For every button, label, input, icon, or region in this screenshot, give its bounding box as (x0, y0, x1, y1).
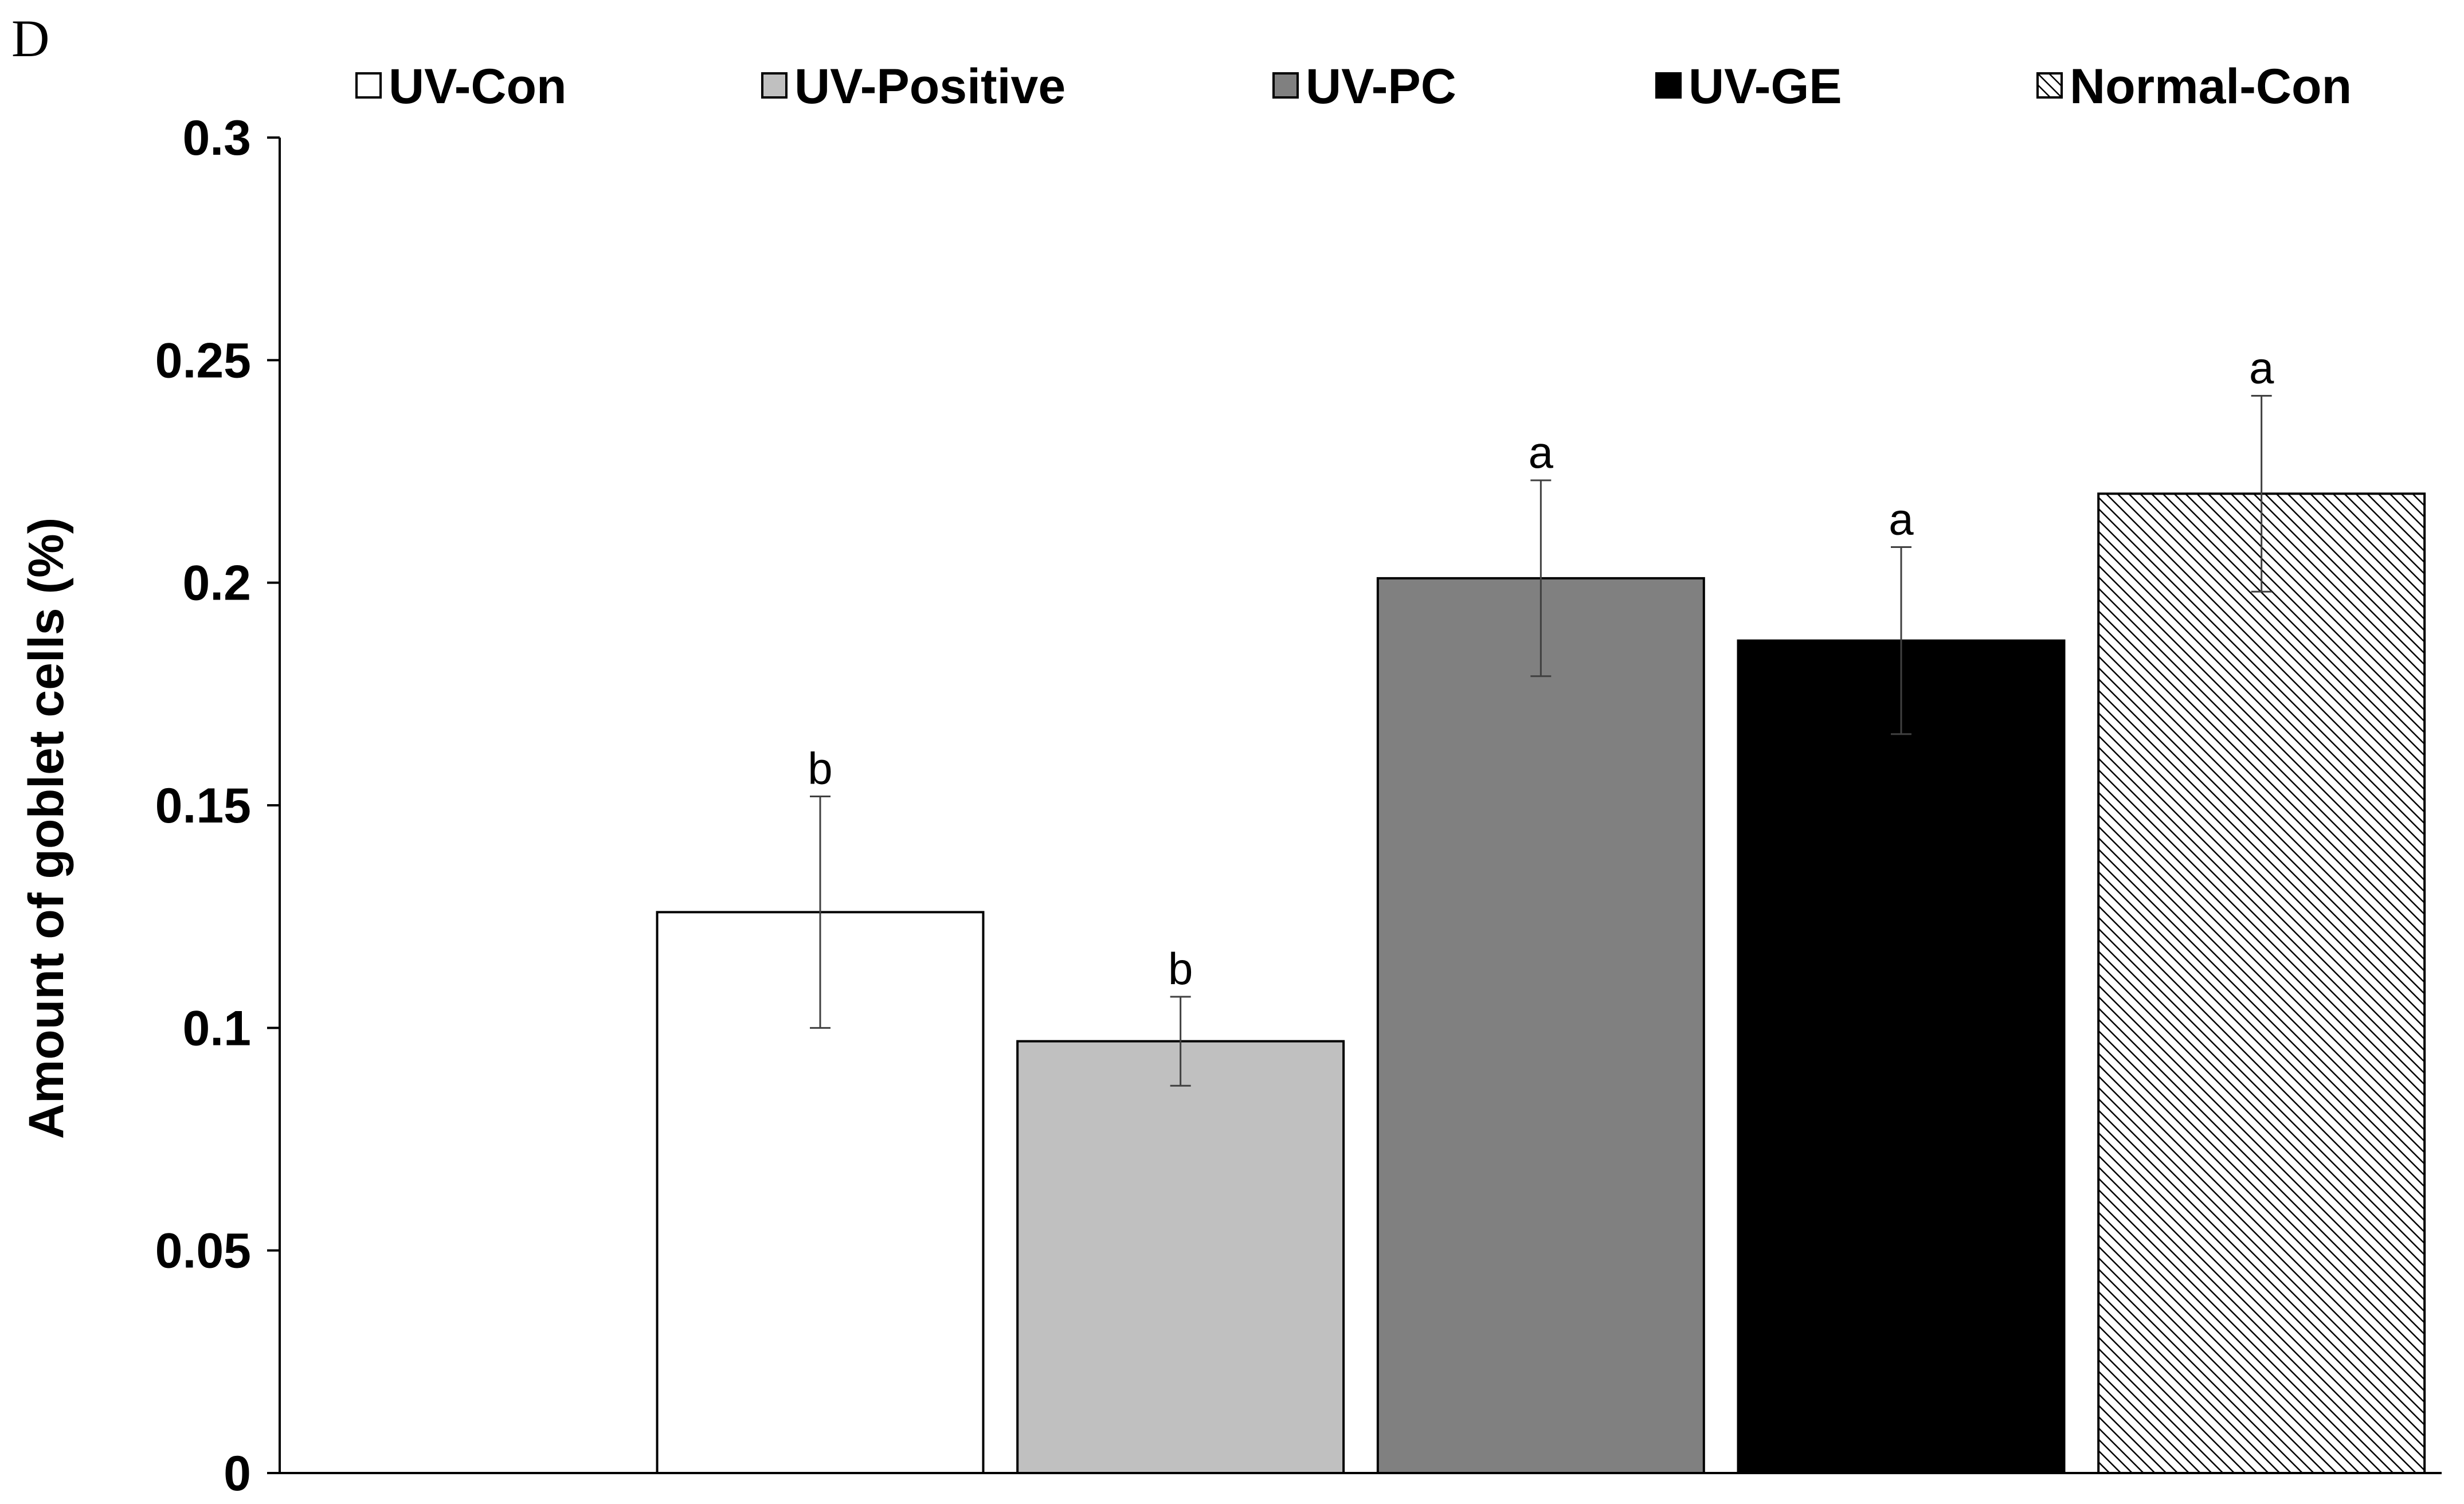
error-bar-uv-positive (1170, 996, 1191, 1087)
bar-normal-con (2097, 492, 2426, 1474)
y-tick-label: 0.15 (155, 778, 251, 833)
significance-label-uv-positive: b (1168, 943, 1193, 994)
legend-item-uv-pc: UV-PC (1272, 59, 1456, 114)
bar-uv-pc (1376, 577, 1705, 1474)
legend-item-normal-con: Normal-Con (2036, 59, 2352, 114)
legend-label: Normal-Con (2070, 59, 2352, 114)
y-axis-label: Amount of goblet cells (%) (19, 518, 74, 1139)
y-tick-label: 0.25 (155, 333, 251, 388)
significance-label-uv-pc: a (1529, 427, 1554, 477)
y-tick-label: 0.05 (155, 1224, 251, 1279)
significance-labels: b b a a a (808, 342, 2274, 994)
legend-swatch (355, 72, 382, 99)
error-bar-normal-con (2251, 394, 2272, 593)
panel-label: D (11, 9, 49, 68)
legend-item-uv-con: UV-Con (355, 59, 567, 114)
significance-label-uv-ge: a (1889, 494, 1914, 545)
significance-label-normal-con: a (2249, 342, 2274, 393)
error-bar-uv-pc (1530, 479, 1552, 677)
legend-swatch (761, 72, 788, 99)
y-tick-label: 0.1 (182, 1001, 251, 1056)
legend-label: UV-PC (1306, 59, 1456, 114)
legend-item-uv-positive: UV-Positive (761, 59, 1065, 114)
legend-label: UV-Con (389, 59, 567, 114)
error-bar-uv-ge (1891, 546, 1911, 735)
bar-uv-ge (1737, 639, 2066, 1474)
significance-label-uv-con: b (808, 743, 832, 793)
legend-item-uv-ge: UV-GE (1655, 59, 1842, 114)
y-tick-label: 0 (224, 1446, 251, 1501)
y-tick-label: 0.2 (182, 556, 251, 611)
y-tick-label: 0.3 (182, 111, 251, 166)
error-bar-uv-con (810, 795, 831, 1029)
legend-label: UV-Positive (794, 59, 1065, 114)
legend-swatch (2036, 72, 2063, 99)
legend-swatch (1272, 72, 1299, 99)
y-axis: 0 0.05 0.1 0.15 0.2 0.25 0.3 (155, 111, 281, 1501)
bar-uv-positive (1016, 1040, 1345, 1474)
error-bars (810, 394, 2272, 1087)
legend: UV-Con UV-Positive UV-PC UV-GE Normal-Con (355, 59, 2352, 114)
legend-swatch (1655, 72, 1682, 99)
legend-label: UV-GE (1689, 59, 1842, 114)
